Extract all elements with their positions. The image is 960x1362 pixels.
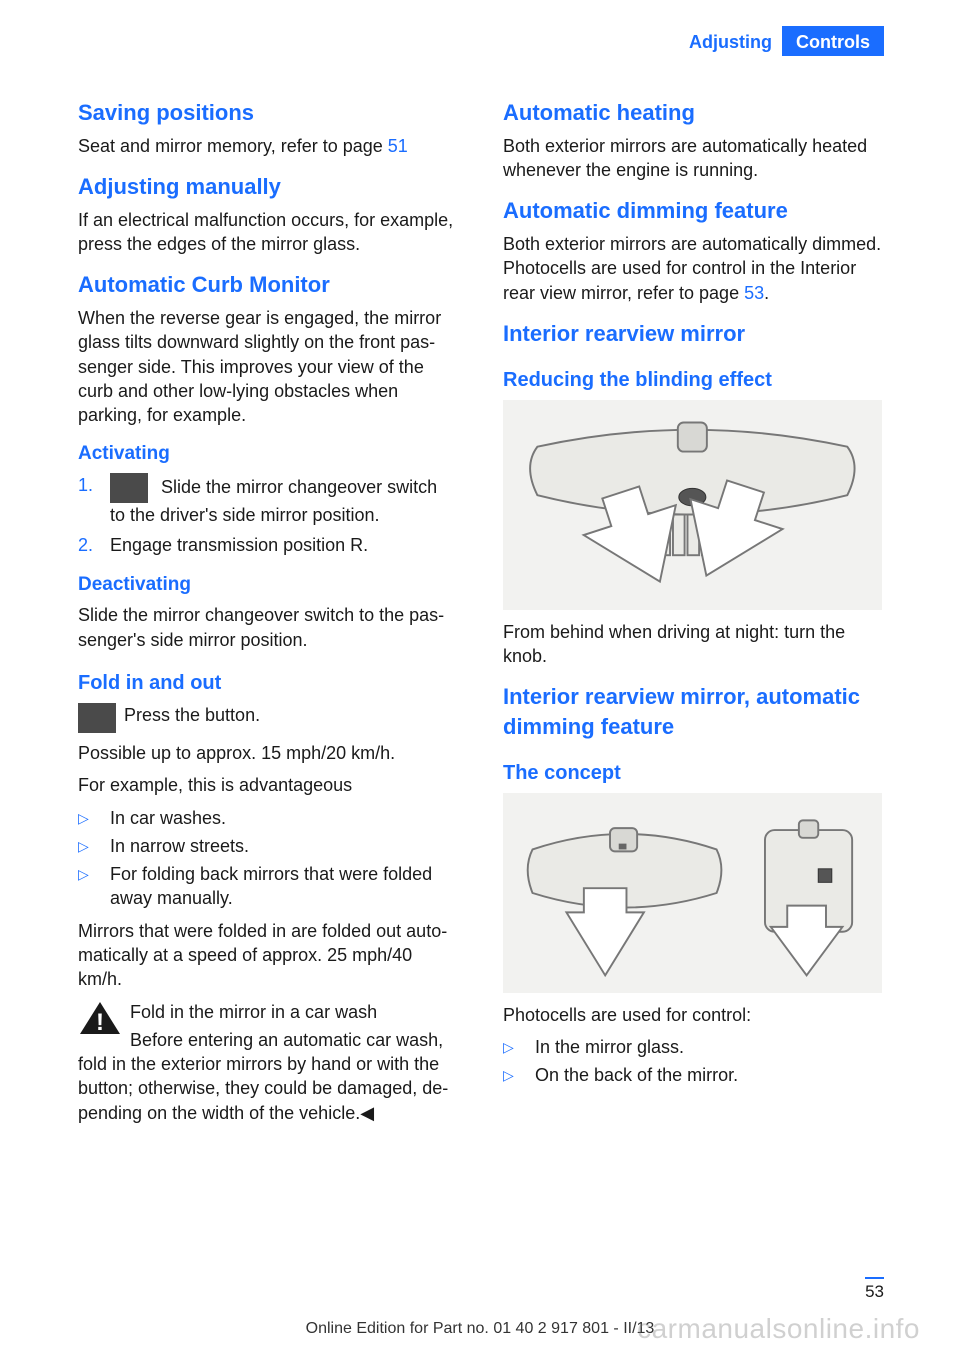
list-activating: 1. Slide the mirror changeover switch to… (78, 473, 457, 558)
list-item-text: For folding back mirrors that were folde… (110, 862, 457, 911)
header-chapter-label: Controls (782, 26, 884, 56)
warning-block: ! Fold in the mirror in a car wash Befor… (78, 1000, 457, 1125)
figure-rearview-mirror-knob (503, 400, 882, 610)
triangle-bullet-icon: ▷ (78, 862, 110, 911)
list-item-text: In narrow streets. (110, 834, 457, 858)
text-fold-auto-out: Mirrors that were folded in are folded o… (78, 919, 457, 992)
list-item: ▷For folding back mirrors that were fold… (78, 862, 457, 911)
page-header: Adjusting Controls (689, 26, 884, 56)
list-item: ▷In car washes. (78, 806, 457, 830)
heading-interior-rearview-auto-dim: Interior rearview mirror, automatic dimm… (503, 682, 882, 741)
text-concept-intro: Photocells are used for control: (503, 1003, 882, 1027)
list-item: ▷In the mirror glass. (503, 1035, 882, 1059)
triangle-bullet-icon: ▷ (78, 834, 110, 858)
warning-triangle-icon: ! (78, 1000, 122, 1036)
list-fold-advantages: ▷In car washes. ▷In narrow streets. ▷For… (78, 806, 457, 911)
fold-button-row: Press the button. (78, 703, 457, 733)
text-fold-button: Press the button. (124, 703, 260, 727)
warning-title: Fold in the mirror in a car wash (78, 1000, 457, 1024)
list-item: ▷In narrow streets. (78, 834, 457, 858)
list-number: 1. (78, 473, 110, 527)
list-item-text: Engage transmission position R. (110, 533, 457, 557)
text-saving-positions-body: Seat and mirror memory, refer to page (78, 136, 388, 156)
text-automatic-heating: Both exterior mirrors are automatically … (503, 134, 882, 183)
text-reducing-blinding: From behind when driving at night: turn … (503, 620, 882, 669)
warning-body: Before entering an automatic car wash, f… (78, 1028, 457, 1125)
text-saving-positions: Seat and mirror memory, refer to page 51 (78, 134, 457, 158)
text-fold-advantageous: For example, this is advantageous (78, 773, 457, 797)
right-column: Automatic heating Both exterior mirrors … (503, 98, 882, 1133)
text-automatic-dimming: Both exterior mirrors are automatically … (503, 232, 882, 305)
mirror-switch-icon (110, 473, 148, 503)
page-footer: 53 (865, 1277, 884, 1304)
text-fold-speed: Possible up to approx. 15 mph/20 km/h. (78, 741, 457, 765)
heading-adjusting-manually: Adjusting manually (78, 172, 457, 202)
text-deactivating: Slide the mirror changeover switch to th… (78, 603, 457, 652)
mirror-photocell-illustration-icon (518, 801, 867, 985)
list-content: Slide the mirror changeover switch to th… (110, 473, 457, 527)
list-item-text: In the mirror glass. (535, 1035, 882, 1059)
list-item: 1. Slide the mirror changeover switch to… (78, 473, 457, 527)
list-item: ▷On the back of the mirror. (503, 1063, 882, 1087)
heading-the-concept: The concept (503, 760, 882, 787)
heading-automatic-dimming: Automatic dimming feature (503, 196, 882, 226)
heading-reducing-blinding: Reducing the blinding effect (503, 367, 882, 394)
triangle-bullet-icon: ▷ (503, 1063, 535, 1087)
header-section-label: Adjusting (689, 26, 782, 56)
heading-activating: Activating (78, 441, 457, 467)
heading-interior-rearview-mirror: Interior rearview mirror (503, 319, 882, 349)
list-number: 2. (78, 533, 110, 557)
list-concept: ▷In the mirror glass. ▷On the back of th… (503, 1035, 882, 1088)
svg-text:!: ! (96, 1009, 104, 1036)
list-item-text: In car washes. (110, 806, 457, 830)
heading-fold-in-out: Fold in and out (78, 670, 457, 697)
watermark-label: carmanualsonline.info (637, 1310, 920, 1348)
page-link-51[interactable]: 51 (388, 136, 408, 156)
text-autodim-body-a: Both exterior mirrors are automatically … (503, 234, 881, 303)
page-number: 53 (865, 1277, 884, 1304)
fold-button-icon (78, 703, 116, 733)
list-item-text: Slide the mirror changeover switch to th… (110, 477, 437, 525)
list-item: 2. Engage transmission position R. (78, 533, 457, 557)
page-link-53[interactable]: 53 (744, 283, 764, 303)
page-content: Saving positions Seat and mirror memory,… (78, 98, 882, 1133)
text-autodim-body-b: . (764, 283, 769, 303)
heading-automatic-curb-monitor: Automatic Curb Monitor (78, 270, 457, 300)
text-curb-monitor: When the reverse gear is engaged, the mi… (78, 306, 457, 427)
heading-deactivating: Deactivating (78, 572, 457, 598)
triangle-bullet-icon: ▷ (78, 806, 110, 830)
left-column: Saving positions Seat and mirror memory,… (78, 98, 457, 1133)
heading-automatic-heating: Automatic heating (503, 98, 882, 128)
triangle-bullet-icon: ▷ (503, 1035, 535, 1059)
figure-rearview-mirror-photocells (503, 793, 882, 993)
mirror-knob-illustration-icon (518, 408, 867, 602)
list-item-text: On the back of the mirror. (535, 1063, 882, 1087)
text-adjusting-manually: If an electrical malfunction occurs, for… (78, 208, 457, 257)
heading-saving-positions: Saving positions (78, 98, 457, 128)
